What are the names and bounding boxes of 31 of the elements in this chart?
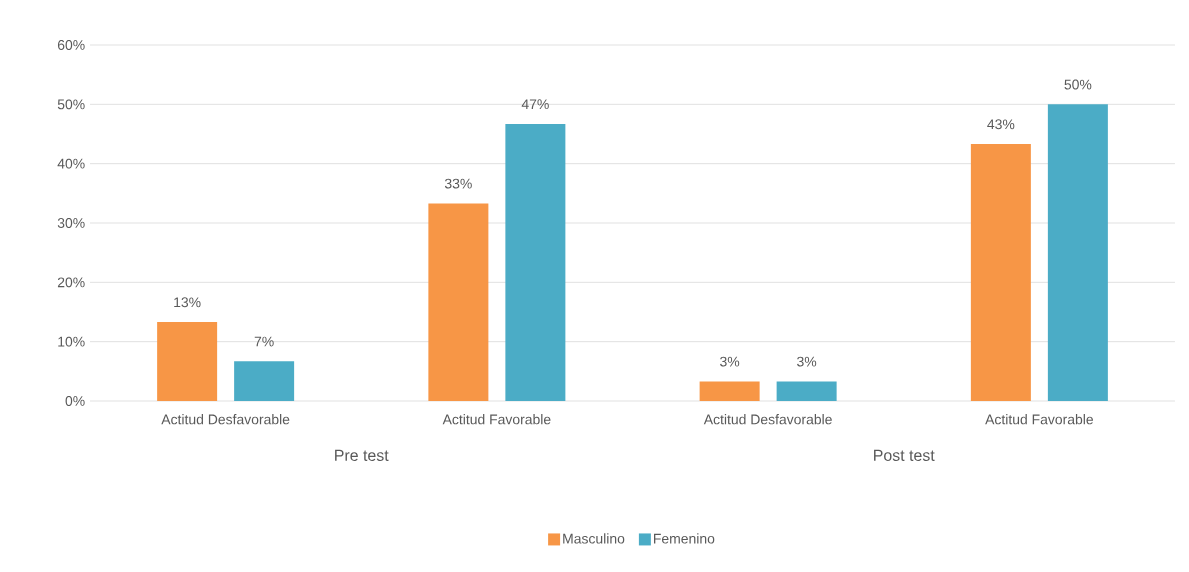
data-label: 50% (1064, 79, 1092, 90)
bar (776, 381, 837, 401)
bar (970, 144, 1031, 401)
data-label: 3% (720, 356, 740, 367)
data-label: 7% (254, 336, 274, 347)
data-label: 33% (444, 178, 472, 189)
x-tick-label: Actitud Favorable (442, 414, 551, 425)
y-tick-label: 50% (57, 99, 85, 110)
y-tick-label: 60% (57, 40, 85, 50)
data-label: 13% (174, 297, 201, 308)
x-tick-label: Actitud Desfavorable (703, 414, 832, 425)
legend-label: Femenino (654, 533, 715, 544)
bar (157, 322, 218, 401)
y-tick-label: 20% (57, 277, 85, 288)
y-tick-label: 40% (57, 158, 85, 169)
text: Post test (874, 449, 935, 461)
bar (699, 381, 760, 401)
bar (505, 123, 566, 401)
legend-label: Masculino (563, 533, 625, 544)
data-label: 43% (987, 119, 1015, 130)
bar (1047, 104, 1108, 401)
y-tick-label: 10% (58, 336, 85, 347)
y-tick-label: 0% (65, 396, 85, 406)
text: Pre test (335, 449, 389, 461)
bar (234, 361, 295, 401)
x-tick-label: Actitud Desfavorable (161, 414, 290, 425)
data-label: 47% (521, 99, 549, 110)
data-label: 3% (797, 356, 817, 367)
bar (428, 203, 489, 401)
y-tick-label: 30% (57, 218, 85, 228)
x-tick-label: Actitud Favorable (985, 414, 1093, 425)
